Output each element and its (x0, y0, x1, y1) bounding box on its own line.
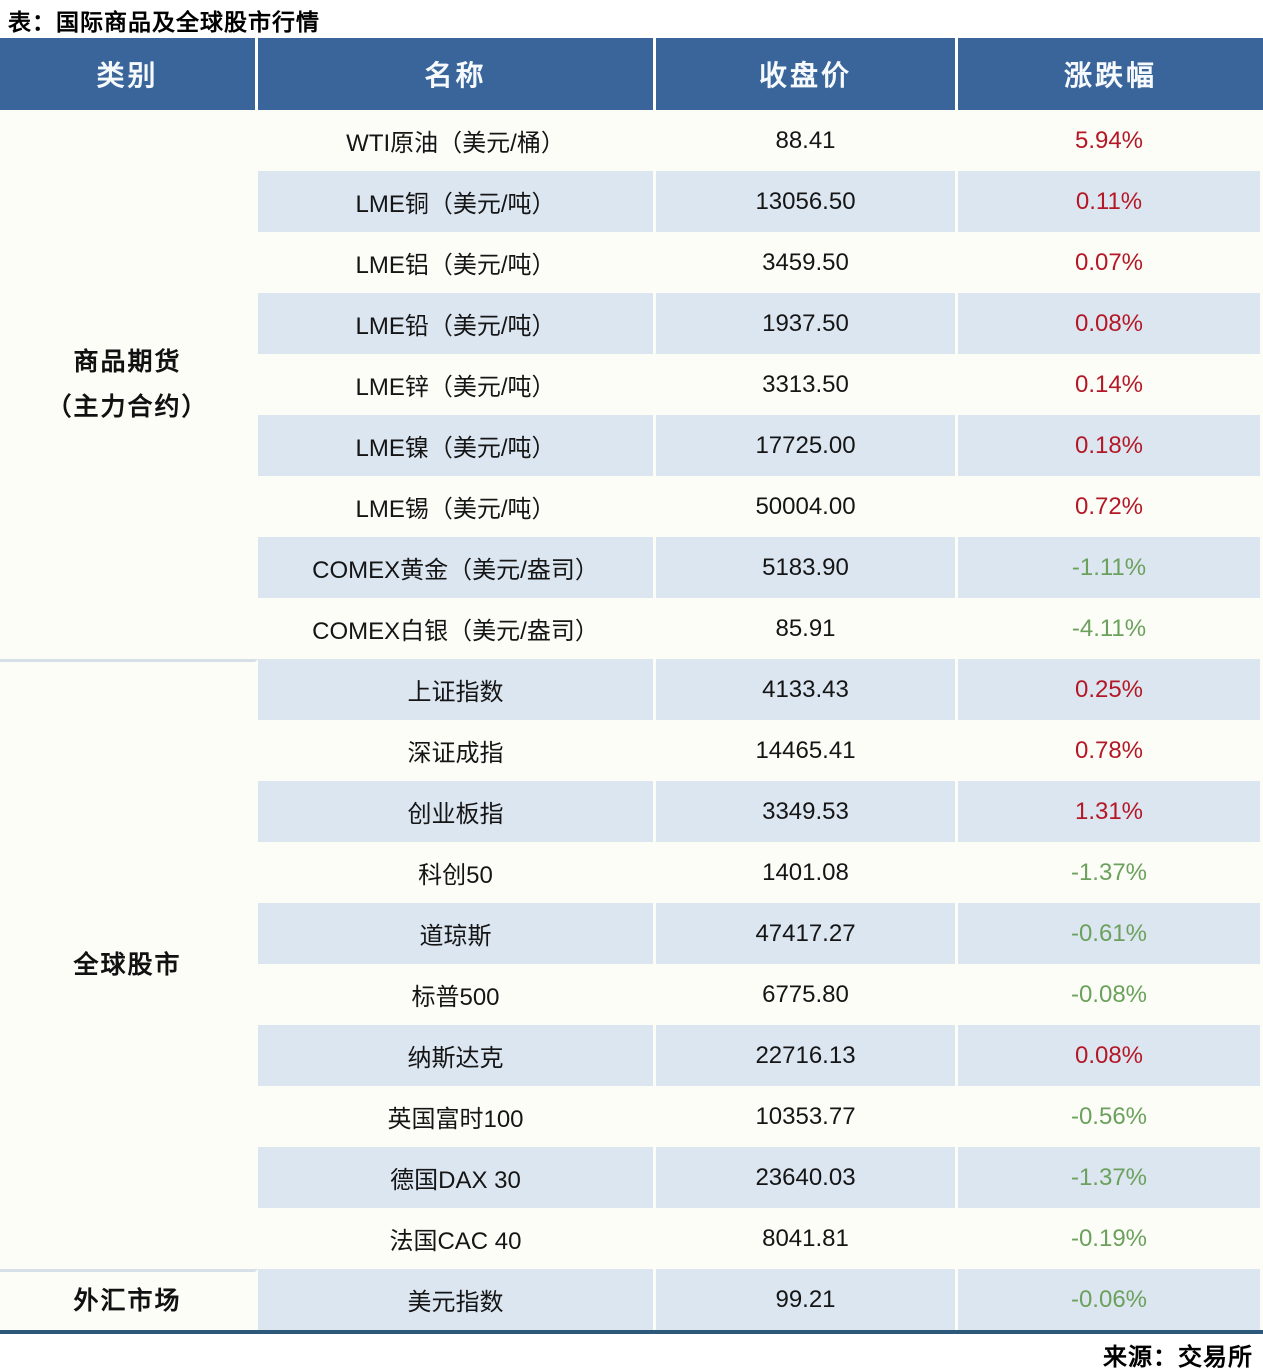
close-price: 17725.00 (656, 415, 958, 476)
market-table: 类别 名称 收盘价 涨跌幅 商品期货 （主力合约） WTI原油（美元/桶） 88.41… (0, 38, 1263, 1334)
table-header-row: 类别 名称 收盘价 涨跌幅 (0, 38, 1263, 110)
instrument-name: 道琼斯 (258, 903, 656, 964)
instrument-name: 科创50 (258, 842, 656, 903)
table-body: 商品期货 （主力合约） WTI原油（美元/桶） 88.41 5.94% LME铜（美元/吨… (0, 110, 1263, 1330)
close-price: 22716.13 (656, 1025, 958, 1086)
category-label-line: 全球股市 (73, 951, 182, 979)
instrument-name: 创业板指 (258, 781, 656, 842)
instrument-name: COMEX黄金（美元/盎司） (258, 537, 656, 598)
change-percent: 0.72% (958, 476, 1263, 537)
instrument-name: WTI原油（美元/桶） (258, 110, 656, 171)
close-price: 8041.81 (656, 1208, 958, 1269)
close-price: 4133.43 (656, 659, 958, 720)
close-price: 10353.77 (656, 1086, 958, 1147)
close-price: 1937.50 (656, 293, 958, 354)
header-category: 类别 (0, 38, 258, 110)
instrument-name: 标普500 (258, 964, 656, 1025)
close-price: 3349.53 (656, 781, 958, 842)
close-price: 1401.08 (656, 842, 958, 903)
close-price: 6775.80 (656, 964, 958, 1025)
change-percent: -1.37% (958, 842, 1263, 903)
change-percent: 0.78% (958, 720, 1263, 781)
change-percent: -0.06% (958, 1269, 1263, 1330)
change-percent: 0.08% (958, 293, 1263, 354)
category-label-line: 外汇市场 (73, 1286, 182, 1315)
header-change: 涨跌幅 (1063, 60, 1157, 91)
change-percent: -4.11% (958, 598, 1263, 659)
change-percent: 0.25% (958, 659, 1263, 720)
instrument-name: 美元指数 (258, 1269, 656, 1330)
close-price: 47417.27 (656, 903, 958, 964)
category-label-line: （主力合约） (46, 392, 209, 421)
instrument-name: LME锌（美元/吨） (258, 354, 656, 415)
close-price: 85.91 (656, 598, 958, 659)
change-percent: 1.31% (958, 781, 1263, 842)
instrument-name: LME锡（美元/吨） (258, 476, 656, 537)
category-cell: 全球股市 (0, 659, 258, 1269)
instrument-name: 英国富时100 (258, 1086, 656, 1147)
header-name: 名称 (258, 38, 656, 110)
change-percent: -1.37% (958, 1147, 1263, 1208)
change-percent: -1.11% (958, 537, 1263, 598)
change-percent: -0.19% (958, 1208, 1263, 1269)
category-label-line: 商品期货 (73, 347, 182, 376)
instrument-name: LME铅（美元/吨） (258, 293, 656, 354)
change-percent: -0.61% (958, 903, 1263, 964)
change-percent: 0.11% (958, 171, 1263, 232)
change-percent: -0.08% (958, 964, 1263, 1025)
instrument-name: 德国DAX 30 (258, 1147, 656, 1208)
source-label: 来源：交易所 (1103, 1344, 1253, 1371)
instrument-name: LME镍（美元/吨） (258, 415, 656, 476)
change-percent: 0.07% (958, 232, 1263, 293)
table-title: 表：国际商品及全球股市行情 (8, 9, 320, 35)
close-price: 14465.41 (656, 720, 958, 781)
category-cell: 商品期货 （主力合约） (0, 110, 258, 659)
change-percent: 5.94% (958, 110, 1263, 171)
close-price: 3313.50 (656, 354, 958, 415)
change-percent: 0.14% (958, 354, 1263, 415)
close-price: 3459.50 (656, 232, 958, 293)
change-percent: 0.18% (958, 415, 1263, 476)
close-price: 23640.03 (656, 1147, 958, 1208)
instrument-name: 纳斯达克 (258, 1025, 656, 1086)
change-percent: -0.56% (958, 1086, 1263, 1147)
header-close-price: 收盘价 (656, 38, 958, 110)
change-percent: 0.08% (958, 1025, 1263, 1086)
instrument-name: 深证成指 (258, 720, 656, 781)
close-price: 50004.00 (656, 476, 958, 537)
close-price: 13056.50 (656, 171, 958, 232)
instrument-name: LME铝（美元/吨） (258, 232, 656, 293)
instrument-name: COMEX白银（美元/盎司） (258, 598, 656, 659)
close-price: 88.41 (656, 110, 958, 171)
instrument-name: 法国CAC 40 (258, 1208, 656, 1269)
close-price: 99.21 (656, 1269, 958, 1330)
close-price: 5183.90 (656, 537, 958, 598)
instrument-name: 上证指数 (258, 659, 656, 720)
instrument-name: LME铜（美元/吨） (258, 171, 656, 232)
category-cell: 外汇市场 (0, 1269, 258, 1330)
